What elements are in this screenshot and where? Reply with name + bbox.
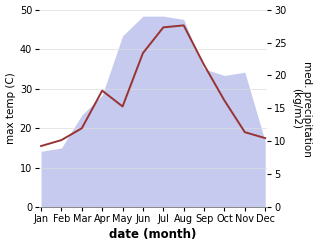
X-axis label: date (month): date (month)	[109, 228, 197, 242]
Y-axis label: max temp (C): max temp (C)	[5, 73, 16, 144]
Y-axis label: med. precipitation
(kg/m2): med. precipitation (kg/m2)	[291, 61, 313, 156]
